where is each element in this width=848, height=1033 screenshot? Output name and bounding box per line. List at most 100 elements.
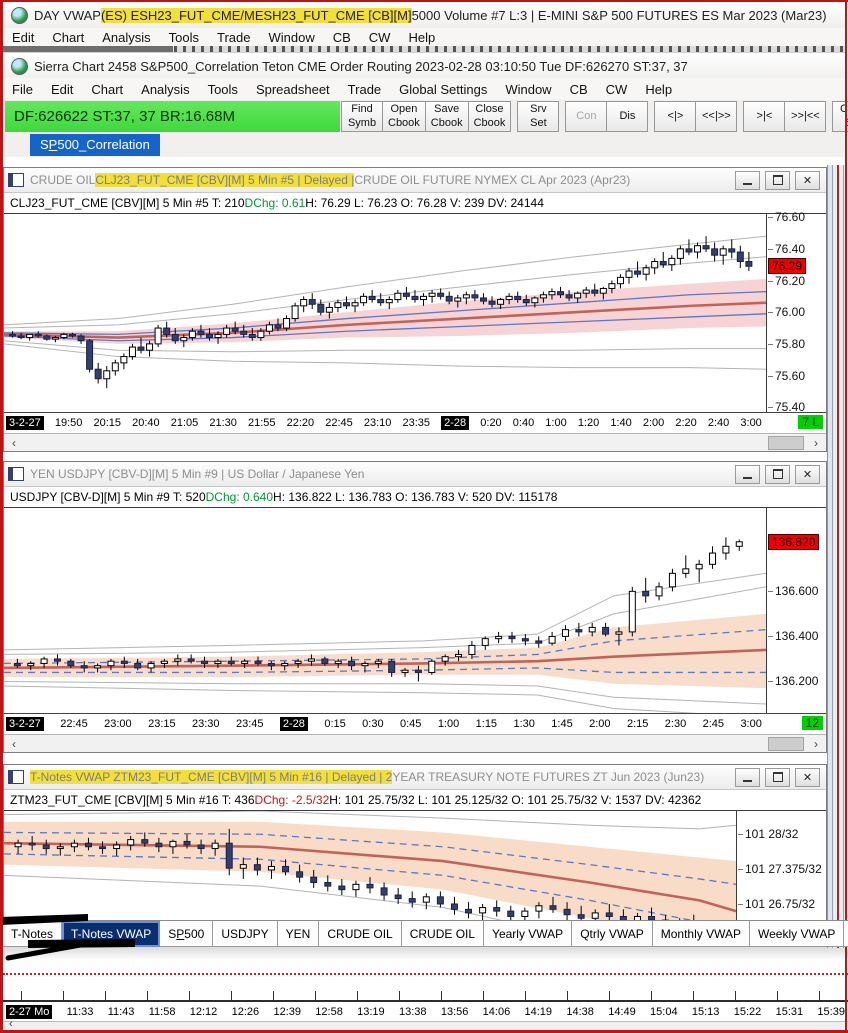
menu-item-chart[interactable]: Chart [91, 81, 124, 97]
chart-tab-yen[interactable]: YEN [277, 921, 320, 947]
chart-tab-monthly-vwap[interactable]: Monthly VWAP [652, 921, 750, 947]
price-tick [768, 375, 773, 377]
chart-scrollbar-usdjpy[interactable] [4, 734, 826, 752]
menu-item-global-settings[interactable]: Global Settings [399, 81, 488, 97]
restore-icon[interactable] [765, 464, 790, 484]
scroll-left-arrow-icon[interactable] [6, 736, 22, 751]
chart-window-icon [8, 467, 24, 481]
time-label: 3:00 [740, 417, 762, 429]
scrollbar-thumb[interactable] [768, 436, 804, 450]
menu-item-window[interactable]: Window [268, 29, 315, 45]
chart-tab-es-rth-2min[interactable]: ES RTH 2min [844, 921, 848, 947]
minimize-icon[interactable] [735, 170, 760, 190]
menu-item-cb[interactable]: CB [332, 29, 351, 45]
scroll-right-arrow-icon[interactable] [808, 435, 824, 450]
chart-tab-weekly-vwap[interactable]: Weekly VWAP [750, 921, 845, 947]
chart-titlebar-usdjpy[interactable]: YEN USDJPY [CBV-D][M] 5 Min #9 | US Doll… [4, 462, 826, 487]
toolbar-button-[interactable]: <|> [654, 101, 697, 132]
menu-item-spreadsheet[interactable]: Spreadsheet [255, 81, 330, 97]
toolbar-button-con[interactable]: Con [565, 101, 608, 132]
scroll-left-arrow-icon[interactable] [6, 435, 22, 450]
toolbar-button-dis[interactable]: Dis [606, 101, 649, 132]
menu-item-help[interactable]: Help [645, 81, 673, 97]
menu-item-window[interactable]: Window [505, 81, 552, 97]
toolbar-button-label: Cbook [473, 116, 506, 129]
chart-tab-yearly-vwap[interactable]: Yearly VWAP [484, 921, 573, 947]
chart-tab-qtrly-vwap[interactable]: Qtrly VWAP [572, 921, 653, 947]
close-icon[interactable] [795, 170, 820, 190]
time-label: 2-28 [279, 717, 308, 731]
chartbook-tab-sp500-correlation[interactable]: SP500_Correlation [30, 134, 160, 156]
chart-window-icon [8, 770, 24, 784]
menu-item-cw[interactable]: CW [368, 29, 391, 45]
time-axis-usdjpy[interactable]: 3-2-27 22:45 23:00 23:15 23:30 23:45 2-28 0:15 0… [4, 713, 826, 734]
menu-item-cb[interactable]: CB [569, 81, 588, 97]
close-icon[interactable] [795, 464, 820, 484]
chart-info-line-t-notes: ZTM23_FUT_CME [CBV][M] 5 Min #16 T: 436 … [4, 790, 826, 811]
menu-item-tools[interactable]: Tools [207, 81, 238, 97]
price-tick [768, 248, 773, 250]
menu-item-help[interactable]: Help [408, 29, 436, 45]
toolbar-button-opencbook[interactable]: Open Cbook [382, 101, 426, 132]
toolbar-button-findsymb[interactable]: Find Symb [341, 101, 383, 132]
toolbar-button-[interactable]: >|< [743, 101, 786, 132]
menu-item-edit[interactable]: Edit [50, 81, 74, 97]
restore-icon[interactable] [765, 170, 790, 190]
price-chart-t-notes[interactable] [4, 811, 737, 929]
toolbar-button-savecbook[interactable]: Save Cbook [424, 101, 469, 132]
toolbar-button-closecbook[interactable]: Close Cbook [467, 101, 512, 132]
time-label: 1:30 [513, 718, 535, 730]
menu-item-analysis[interactable]: Analysis [102, 29, 151, 45]
main-window-titlebar: Sierra Chart 2458 S&P500_Correlation Tet… [3, 52, 846, 79]
menu-item-cw[interactable]: CW [605, 81, 628, 97]
chart-panel-t-notes: T-Notes VWAP ZTM23_FUT_CME [CBV][M] 5 Mi… [3, 764, 827, 930]
time-label: 21:05 [170, 417, 199, 429]
price-chart-usdjpy[interactable] [4, 508, 767, 713]
chart-tab-usdjpy[interactable]: USDJPY [213, 921, 278, 947]
toolbar-button-[interactable]: <<|>> [695, 101, 738, 132]
background-chart-scrollbar[interactable] [3, 1018, 848, 1031]
chart-tab-crude-oil[interactable]: CRUDE OIL [319, 921, 402, 947]
menu-item-analysis[interactable]: Analysis [141, 81, 190, 97]
chart-titlebar-t-notes[interactable]: T-Notes VWAP ZTM23_FUT_CME [CBV][M] 5 Mi… [4, 765, 826, 790]
menu-item-trade[interactable]: Trade [347, 81, 382, 97]
scrollbar-thumb[interactable] [768, 737, 804, 751]
chart-scrollbar-crude-oil[interactable] [4, 433, 826, 451]
chart-titlebar-crude-oil[interactable]: CRUDE OIL CLJ23_FUT_CME [CBV][M] 5 Min #… [4, 168, 826, 193]
minimize-icon[interactable] [735, 767, 760, 787]
time-label: 15:22 [733, 1005, 762, 1018]
menu-item-edit[interactable]: Edit [12, 29, 35, 45]
restore-icon[interactable] [765, 767, 790, 787]
close-icon[interactable] [795, 767, 820, 787]
menu-bar-outer: Edit Chart Analysis Tools Trade Window CB CW Hel… [3, 28, 846, 46]
scroll-right-arrow-icon[interactable] [808, 736, 824, 751]
price-tick-label: 75.40 [775, 400, 806, 415]
price-scale-usdjpy[interactable]: 136.600 136.400 136.200 136.820 [767, 508, 826, 713]
main-toolbar: DF:626622 ST:37, 37 BR:16.68M Find Symb Op… [3, 100, 848, 133]
time-axis-crude-oil[interactable]: 3-2-27 19:50 20:15 20:40 21:05 21:30 21:55 22:2… [4, 412, 826, 433]
toolbar-button-srvset[interactable]: Srv Set [517, 101, 560, 132]
menu-item-trade[interactable]: Trade [216, 29, 251, 45]
toolbar-button-label: Open [390, 102, 418, 115]
chart-tab-t-notes[interactable]: T-Notes [3, 921, 63, 947]
toolbar-button-label: >|< [756, 109, 773, 122]
chart-title-hl: CLJ23_FUT_CME [CBV][M] 5 Min #5 | Delaye… [95, 173, 355, 187]
price-tick-label: 101 28/32 [745, 827, 799, 842]
minimize-icon[interactable] [735, 464, 760, 484]
menu-item-file[interactable]: File [12, 81, 33, 97]
time-label: 15:31 [775, 1005, 804, 1018]
app-globe-icon [11, 6, 28, 24]
menu-item-chart[interactable]: Chart [52, 29, 85, 45]
toolbar-button-[interactable]: >>|<< [784, 101, 827, 132]
menu-item-tools[interactable]: Tools [168, 29, 199, 45]
toolbar-button-label: Con [576, 109, 597, 122]
price-chart-crude-oil[interactable] [4, 214, 767, 412]
time-label: 1:45 [551, 718, 573, 730]
toolbar-button-label: <<|>> [702, 109, 731, 122]
chart-tab-t-notes-vwap[interactable]: T-Notes VWAP [62, 921, 161, 947]
time-label: 22:45 [325, 417, 353, 429]
price-scale-crude-oil[interactable]: 76.60 76.40 76.20 76.00 75.80 75.60 75.40 76.29 [767, 210, 826, 415]
price-scale-t-notes[interactable]: 101 28/32 101 27.375/32 101 26.75/32 [737, 811, 826, 929]
chart-tab-crude-oil[interactable]: CRUDE OIL [401, 921, 485, 947]
